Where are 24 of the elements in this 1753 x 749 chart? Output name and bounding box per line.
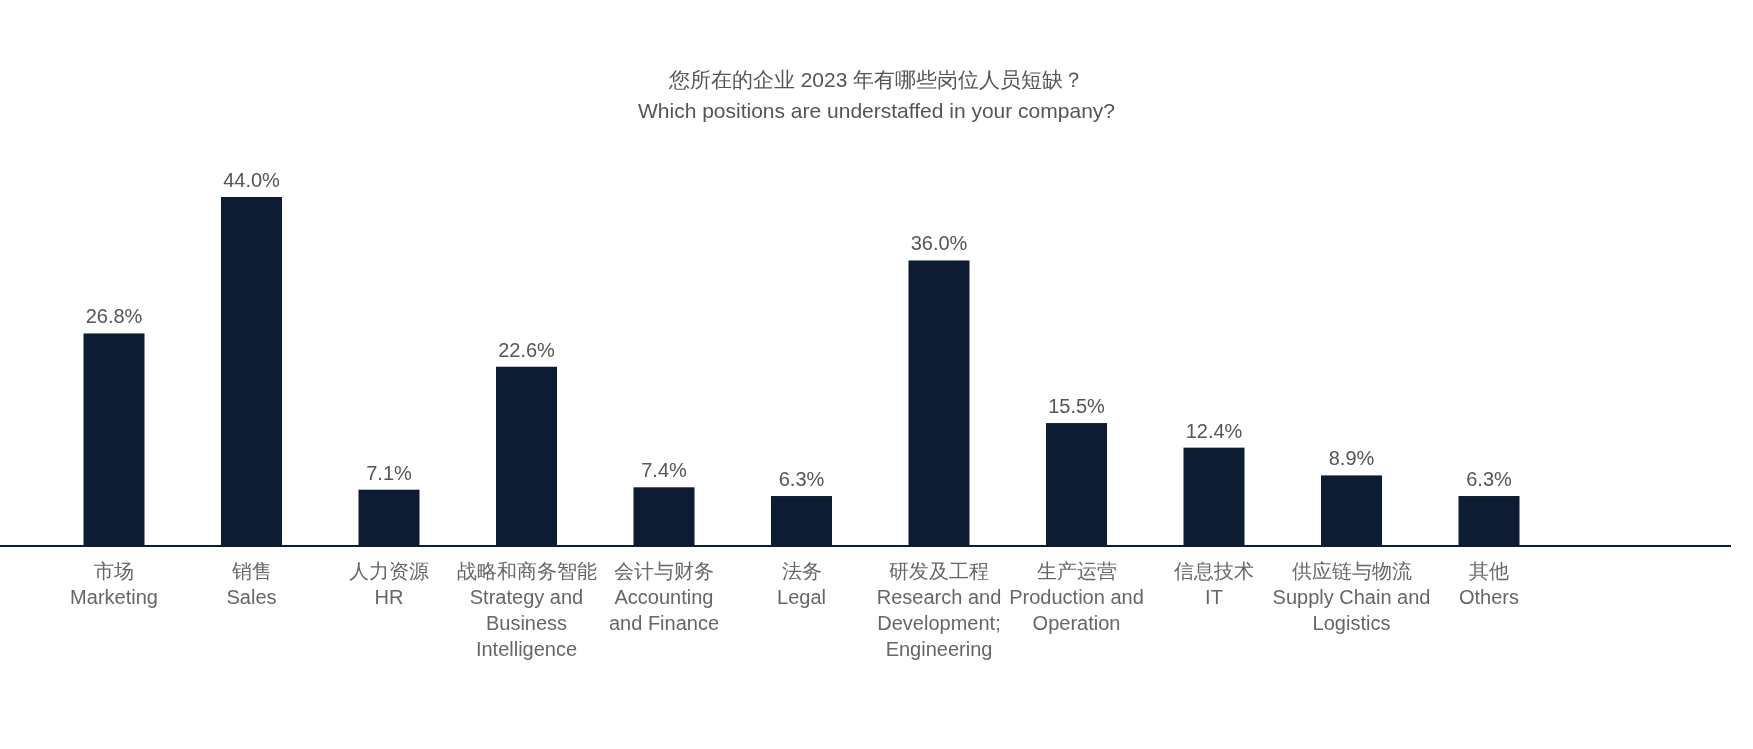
x-tick-label: 市场 Marketing xyxy=(70,560,158,608)
x-tick-label: 人力资源 HR xyxy=(349,560,429,608)
x-tick-label: 信息技术 IT xyxy=(1174,560,1254,608)
data-label: 6.3% xyxy=(1466,468,1513,491)
data-label: 6.3% xyxy=(778,468,825,491)
x-tick-label: 生产运营 Production and Operation xyxy=(1009,560,1144,634)
x-tick-label: 战略和商务智能 Strategy and Business Intelligence xyxy=(456,560,597,660)
chart-subtitle: Which positions are understaffed in your company? xyxy=(637,99,1116,122)
x-tick-label: 法务 Legal xyxy=(777,560,826,608)
data-label: 7.1% xyxy=(366,461,413,484)
data-label: 7.4% xyxy=(641,459,688,482)
data-label: 36.0% xyxy=(910,232,968,255)
x-tick-label: 销售 Sales xyxy=(226,560,277,608)
data-label: 8.9% xyxy=(1328,447,1375,470)
x-tick-label: 其他 Others xyxy=(1458,560,1520,608)
data-label: 26.8% xyxy=(85,305,143,328)
x-tick-label: 会计与财务 Accounting and Finance xyxy=(608,560,720,634)
data-label: 12.4% xyxy=(1185,419,1243,442)
data-label: 22.6% xyxy=(498,338,556,361)
chart-title: 您所在的企业 2023 年有哪些岗位人员短缺？ xyxy=(667,68,1085,91)
data-label: 44.0% xyxy=(223,169,281,191)
x-tick-label: 供应链与物流 Supply Chain and Logistics xyxy=(1272,560,1431,634)
x-tick-label: 研发及工程 Research and Development; Engineering xyxy=(876,560,1002,660)
data-label: 15.5% xyxy=(1048,395,1106,418)
